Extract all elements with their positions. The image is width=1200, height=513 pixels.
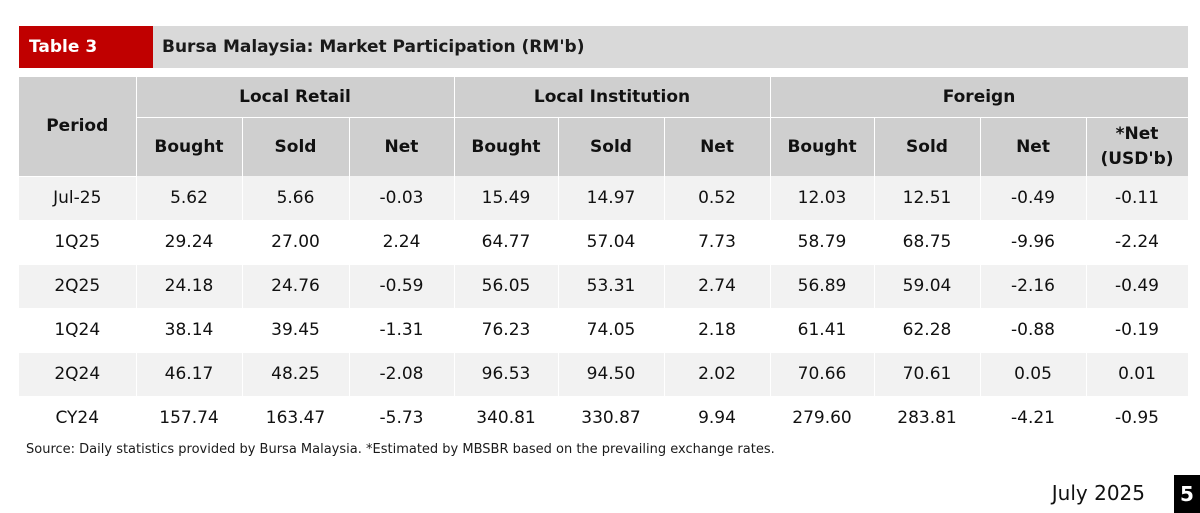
table-cell: 53.31: [558, 264, 665, 309]
row-period-label: 2Q24: [19, 352, 137, 397]
page-number: 5: [1174, 475, 1200, 513]
subheader-retail-net: Net: [349, 117, 455, 176]
table-cell: -0.03: [349, 176, 455, 221]
table-cell: 94.50: [558, 352, 665, 397]
table-body: Jul-25 5.62 5.66 -0.03 15.49 14.97 0.52 12.03 12…: [19, 176, 1189, 441]
table-cell: 279.60: [770, 396, 875, 441]
group-header-local-retail: Local Retail: [136, 77, 455, 118]
table-cell: 70.61: [874, 352, 981, 397]
group-header-local-institution: Local Institution: [454, 77, 771, 118]
table-row: Jul-25 5.62 5.66 -0.03 15.49 14.97 0.52 12.03 12…: [19, 176, 1189, 221]
table-cell: -0.11: [1086, 176, 1189, 221]
table-cell: 24.18: [136, 264, 243, 309]
table-cell: -5.73: [349, 396, 455, 441]
table-cell: 12.51: [874, 176, 981, 221]
table-cell: 46.17: [136, 352, 243, 397]
table-cell: 7.73: [664, 220, 771, 265]
row-period-label: Jul-25: [19, 176, 137, 221]
table-row: CY24 157.74 163.47 -5.73 340.81 330.87 9.94 279…: [19, 396, 1189, 441]
market-participation-table: Period Local Retail Local Institution Fo…: [19, 77, 1189, 441]
row-period-label: 2Q25: [19, 264, 137, 309]
table-row: 1Q25 29.24 27.00 2.24 64.77 57.04 7.73 58.79 68.…: [19, 220, 1189, 265]
group-header-foreign: Foreign: [770, 77, 1189, 118]
table-cell: 24.76: [242, 264, 350, 309]
table-cell: 0.52: [664, 176, 771, 221]
table-cell: 2.24: [349, 220, 455, 265]
table-cell: -0.95: [1086, 396, 1189, 441]
table-cell: 70.66: [770, 352, 875, 397]
table-cell: 64.77: [454, 220, 559, 265]
table-cell: 48.25: [242, 352, 350, 397]
table-cell: 57.04: [558, 220, 665, 265]
net-usd-line1: *Net: [1115, 124, 1159, 144]
table-cell: 157.74: [136, 396, 243, 441]
subheader-retail-sold: Sold: [242, 117, 350, 176]
table-cell: 0.01: [1086, 352, 1189, 397]
table-cell: 56.89: [770, 264, 875, 309]
subheader-foreign-net: Net: [980, 117, 1087, 176]
table-cell: -1.31: [349, 308, 455, 353]
table-cell: -9.96: [980, 220, 1087, 265]
table-cell: -2.24: [1086, 220, 1189, 265]
subheader-foreign-net-usd: *Net (USD'b): [1086, 117, 1189, 176]
table-cell: 163.47: [242, 396, 350, 441]
net-usd-line2: (USD'b): [1100, 149, 1174, 169]
table-cell: 12.03: [770, 176, 875, 221]
table-cell: 58.79: [770, 220, 875, 265]
subheader-foreign-sold: Sold: [874, 117, 981, 176]
table-cell: 27.00: [242, 220, 350, 265]
subheader-institution-net: Net: [664, 117, 771, 176]
table-row: 2Q25 24.18 24.76 -0.59 56.05 53.31 2.74 56.89 59…: [19, 264, 1189, 309]
table-cell: -2.08: [349, 352, 455, 397]
table-cell: 330.87: [558, 396, 665, 441]
subheader-institution-bought: Bought: [454, 117, 559, 176]
table-cell: 2.18: [664, 308, 771, 353]
table-cell: 68.75: [874, 220, 981, 265]
table-cell: -2.16: [980, 264, 1087, 309]
title-bar: [19, 26, 1188, 68]
table-cell: -0.49: [980, 176, 1087, 221]
table-cell: 340.81: [454, 396, 559, 441]
subheader-institution-sold: Sold: [558, 117, 665, 176]
period-header: Period: [19, 77, 137, 177]
table-row: 1Q24 38.14 39.45 -1.31 76.23 74.05 2.18 61.41 62…: [19, 308, 1189, 353]
table-cell: 14.97: [558, 176, 665, 221]
table-cell: 39.45: [242, 308, 350, 353]
table-cell: -0.49: [1086, 264, 1189, 309]
table-cell: 283.81: [874, 396, 981, 441]
table-cell: 5.62: [136, 176, 243, 221]
source-note: Source: Daily statistics provided by Bur…: [26, 442, 775, 457]
report-date: July 2025: [1051, 481, 1145, 505]
table-cell: -4.21: [980, 396, 1087, 441]
table-cell: 2.74: [664, 264, 771, 309]
table-cell: 76.23: [454, 308, 559, 353]
table-row: 2Q24 46.17 48.25 -2.08 96.53 94.50 2.02 70.66 70…: [19, 352, 1189, 397]
subheader-foreign-bought: Bought: [770, 117, 875, 176]
table-cell: 0.05: [980, 352, 1087, 397]
table-cell: 61.41: [770, 308, 875, 353]
table-cell: 62.28: [874, 308, 981, 353]
table-cell: 9.94: [664, 396, 771, 441]
table-cell: 74.05: [558, 308, 665, 353]
table-cell: 5.66: [242, 176, 350, 221]
table-cell: 56.05: [454, 264, 559, 309]
table-cell: 38.14: [136, 308, 243, 353]
table-cell: -0.19: [1086, 308, 1189, 353]
table-cell: 15.49: [454, 176, 559, 221]
table-cell: 96.53: [454, 352, 559, 397]
row-period-label: 1Q24: [19, 308, 137, 353]
table-cell: -0.59: [349, 264, 455, 309]
table-title: Bursa Malaysia: Market Participation (RM…: [162, 37, 585, 57]
table-cell: 29.24: [136, 220, 243, 265]
row-period-label: CY24: [19, 396, 137, 441]
table-cell: 2.02: [664, 352, 771, 397]
table-label: Table 3: [19, 26, 153, 68]
row-period-label: 1Q25: [19, 220, 137, 265]
subheader-retail-bought: Bought: [136, 117, 243, 176]
table-cell: 59.04: [874, 264, 981, 309]
table-cell: -0.88: [980, 308, 1087, 353]
